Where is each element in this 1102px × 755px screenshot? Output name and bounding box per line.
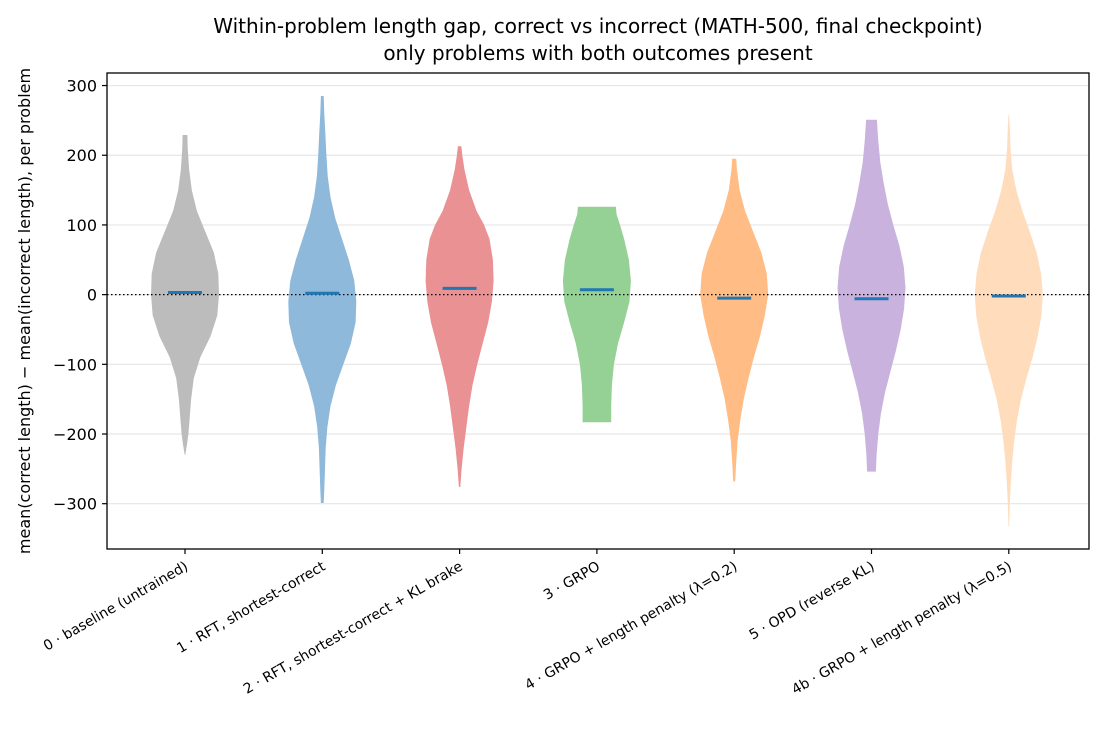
- violin-6: [974, 114, 1043, 527]
- y-tick-label: 0: [87, 286, 97, 305]
- violin-1: [288, 96, 357, 503]
- x-tick-label: 0 · baseline (untrained): [41, 559, 191, 655]
- plot-frame: [106, 72, 1090, 550]
- x-tick-label: 2 · RFT, shortest-correct + KL brake: [241, 559, 466, 698]
- y-axis-ticks: 300 200 100 0 −100 −200 −300: [53, 77, 107, 514]
- x-tick-label: 1 · RFT, shortest-correct: [174, 558, 329, 656]
- violin-4: [700, 158, 769, 482]
- y-tick-label: 200: [66, 146, 97, 165]
- violin-0: [151, 135, 219, 455]
- y-axis-label: mean(correct length) − mean(incorrect le…: [15, 68, 34, 554]
- violin-2: [425, 146, 494, 487]
- violin-3: [562, 206, 631, 423]
- y-tick-label: −100: [53, 355, 97, 374]
- y-tick-label: −300: [53, 495, 97, 514]
- violins: [151, 96, 1043, 527]
- x-tick-label: 4 · GRPO + length penalty (λ=0.2): [522, 559, 740, 694]
- y-tick-label: 300: [66, 77, 97, 96]
- x-tick-label: 4b · GRPO + length penalty (λ=0.5): [789, 559, 1015, 698]
- violin-5: [837, 119, 906, 472]
- y-tick-label: 100: [66, 216, 97, 235]
- x-axis-ticks: 0 · baseline (untrained)1 · RFT, shortes…: [41, 549, 1015, 698]
- y-tick-label: −200: [53, 425, 97, 444]
- median-markers: [168, 286, 1026, 301]
- x-tick-label: 5 · OPD (reverse KL): [747, 559, 878, 644]
- x-tick-label: 3 · GRPO: [541, 559, 603, 604]
- chart-subtitle: only problems with both outcomes present: [383, 41, 813, 65]
- chart-title: Within-problem length gap, correct vs in…: [213, 14, 982, 38]
